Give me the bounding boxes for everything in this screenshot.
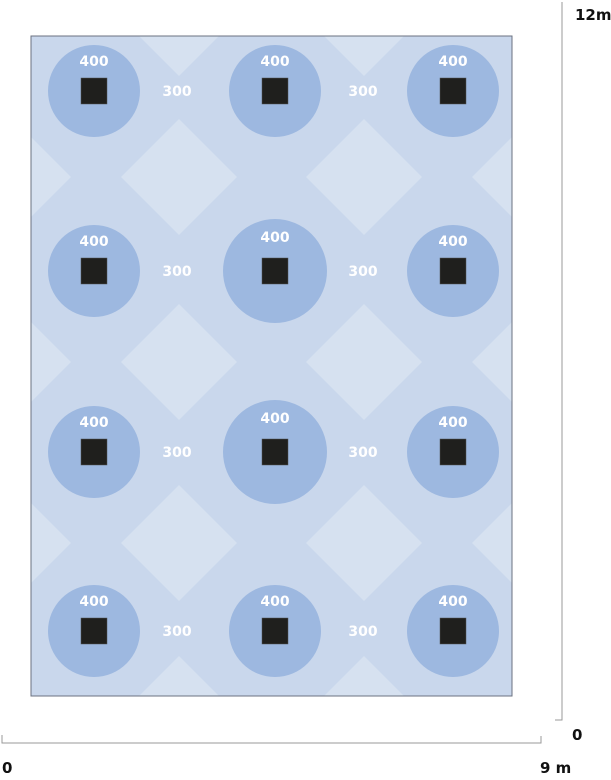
contour-label-300: 300: [348, 264, 377, 280]
luminaire-icon: [80, 438, 108, 466]
contour-label-400: 400: [79, 594, 108, 610]
zone-low-diamond: [139, 656, 219, 696]
luminaire-icon: [261, 617, 289, 645]
contour-label-400: 400: [79, 54, 108, 70]
x-dimension-line: [1, 735, 542, 744]
contour-label-300: 300: [162, 624, 191, 640]
zone-low-diamond: [324, 656, 404, 696]
y-axis-max-label: 12m: [575, 6, 611, 24]
contour-label-400: 400: [260, 411, 289, 427]
contour-label-400: 400: [260, 54, 289, 70]
contour-label-400: 400: [260, 594, 289, 610]
contour-label-400: 400: [438, 54, 467, 70]
contour-label-400: 400: [438, 594, 467, 610]
luminaire-icon: [80, 257, 108, 285]
zone-low-diamond: [472, 137, 512, 217]
luminaire-icon: [439, 438, 467, 466]
contour-label-400: 400: [438, 415, 467, 431]
luminaire-icon: [261, 257, 289, 285]
y-dimension-line: [555, 2, 563, 721]
contour-label-300: 300: [162, 445, 191, 461]
y-axis-min-label: 0: [572, 726, 583, 744]
luminaire-icon: [439, 617, 467, 645]
contour-label-400: 400: [79, 234, 108, 250]
zone-low-diamond: [306, 304, 422, 420]
zone-low-diamond: [31, 137, 71, 217]
zone-low-diamond: [121, 119, 237, 235]
luminaire-icon: [80, 617, 108, 645]
contour-label-300: 300: [348, 84, 377, 100]
room-outline: [30, 35, 513, 697]
zone-low-diamond: [121, 485, 237, 601]
zone-low-diamond: [139, 36, 219, 76]
contour-label-400: 400: [79, 415, 108, 431]
contour-label-300: 300: [162, 84, 191, 100]
zone-low-diamond: [472, 322, 512, 402]
x-axis-max-label: 9 m: [540, 759, 572, 777]
luminaire-icon: [261, 438, 289, 466]
zone-low-diamond: [306, 119, 422, 235]
zone-low-diamond: [121, 304, 237, 420]
x-axis-min-label: 0: [2, 759, 13, 777]
luminaire-icon: [261, 77, 289, 105]
luminaire-icon: [80, 77, 108, 105]
zone-low-diamond: [31, 322, 71, 402]
contour-label-300: 300: [348, 445, 377, 461]
contour-label-400: 400: [260, 230, 289, 246]
zone-low-diamond: [324, 36, 404, 76]
luminaire-icon: [439, 257, 467, 285]
zone-low-diamond: [306, 485, 422, 601]
zone-low-diamond: [472, 503, 512, 583]
luminaire-icon: [439, 77, 467, 105]
zone-low-diamond: [31, 503, 71, 583]
contour-label-300: 300: [348, 624, 377, 640]
contour-label-300: 300: [162, 264, 191, 280]
contour-label-400: 400: [438, 234, 467, 250]
